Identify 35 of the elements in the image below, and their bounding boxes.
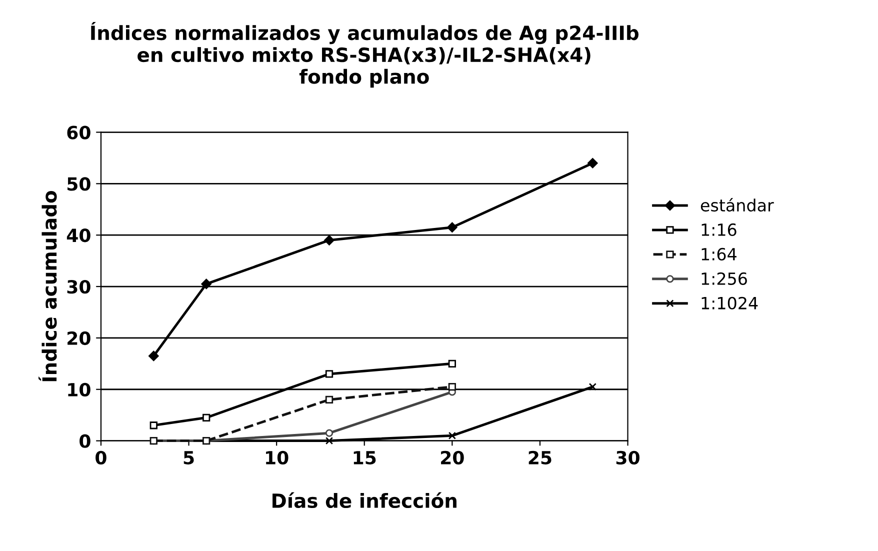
point (325, 436, 334, 445)
x-tick-label: 20 (441, 450, 464, 464)
y-tick-label: 60 (67, 126, 90, 140)
legend-label: 1:1024 (702, 296, 758, 310)
point (448, 432, 456, 440)
x-tick-label: 5 (184, 451, 194, 464)
point (150, 422, 158, 430)
point (202, 414, 210, 422)
x-tick-label: 10 (266, 450, 288, 464)
x-tick-label: 25 (528, 450, 552, 464)
point (588, 158, 598, 168)
chart-title: Índices normalizados y acumulados de Ag p24-IIIb en cultivo mixto RS-SHA(x3)/-IL2-SHA(x4) fondo plano (91, 22, 639, 88)
x-tick-label: 15 (354, 451, 376, 464)
legend-label: estándar (700, 198, 774, 212)
point (324, 235, 334, 246)
y-tick-label: 10 (68, 382, 90, 396)
point (201, 278, 212, 290)
y-tick-label: 20 (68, 331, 90, 346)
y-tick-label: 50 (68, 177, 90, 191)
y-tick-label: 30 (67, 280, 90, 294)
x-axis-title: Días de infección (272, 492, 456, 508)
x-tick-label: 0 (96, 450, 106, 464)
point (447, 222, 458, 232)
point (325, 429, 334, 437)
point (325, 370, 334, 378)
point (588, 382, 596, 391)
y-tick-label: 40 (66, 228, 90, 242)
legend-label: 1:64 (702, 248, 736, 260)
point (448, 360, 456, 368)
point (148, 350, 159, 362)
y-tick-label: 0 (80, 434, 90, 448)
legend-label: 1:16 (702, 223, 736, 236)
legend-label: 1:256 (702, 272, 747, 285)
y-axis-title: Índice acumulado (38, 190, 57, 382)
x-tick-label: 30 (616, 450, 640, 464)
